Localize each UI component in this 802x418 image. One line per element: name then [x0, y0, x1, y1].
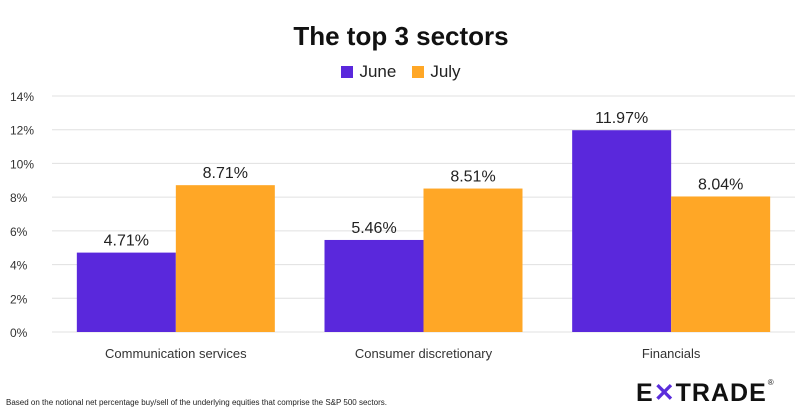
y-tick-label: 8%	[10, 191, 28, 205]
legend-swatch-july	[412, 66, 425, 78]
data-label: 11.97%	[595, 110, 648, 127]
bar	[572, 130, 672, 332]
legend-label-july: July	[430, 62, 461, 81]
legend-label-june: June	[359, 62, 397, 81]
y-tick-label: 14%	[10, 90, 34, 104]
etrade-logo: E✕TRADE®	[636, 378, 775, 407]
legend-swatch-june	[341, 66, 354, 78]
bar	[671, 196, 771, 332]
legend: June July	[0, 62, 802, 82]
bar	[423, 188, 523, 332]
y-tick-label: 2%	[10, 292, 28, 306]
x-tick-label: Consumer discretionary	[355, 346, 493, 361]
y-tick-label: 6%	[10, 225, 28, 239]
data-label: 5.46%	[351, 220, 396, 237]
data-label: 4.71%	[104, 233, 149, 250]
data-label: 8.04%	[698, 176, 743, 193]
legend-item-july: July	[412, 62, 461, 82]
y-tick-label: 10%	[10, 157, 34, 171]
bar	[175, 185, 275, 332]
y-tick-label: 12%	[10, 124, 34, 138]
bar	[76, 252, 176, 332]
y-tick-label: 4%	[10, 259, 28, 273]
legend-item-june: June	[341, 62, 396, 82]
chart-title: The top 3 sectors	[293, 21, 509, 51]
bar	[324, 239, 424, 332]
data-label: 8.51%	[450, 169, 495, 186]
x-tick-label: Communication services	[105, 346, 247, 361]
x-tick-label: Financials	[642, 346, 701, 361]
data-label: 8.71%	[203, 165, 248, 182]
y-tick-label: 0%	[10, 326, 28, 340]
footnote: Based on the notional net percentage buy…	[6, 398, 387, 407]
